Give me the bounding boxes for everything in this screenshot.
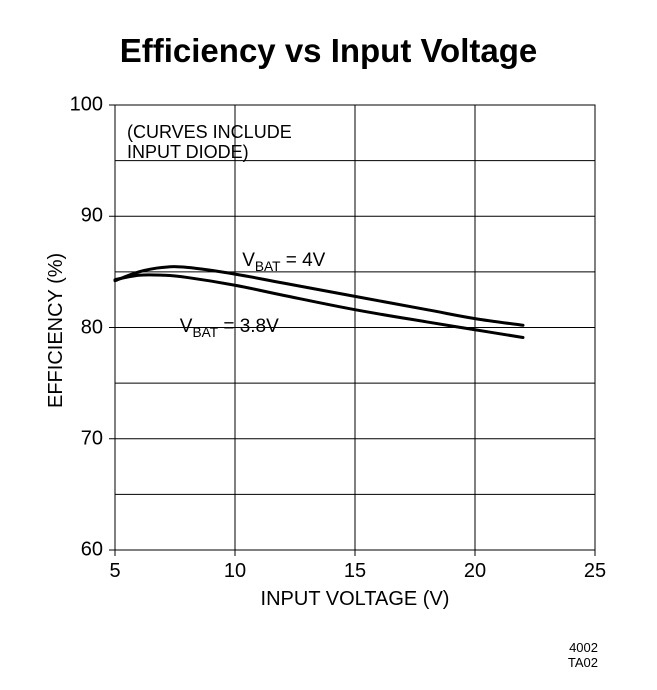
- x-tick-label: 10: [224, 560, 246, 583]
- chart-title: Efficiency vs Input Voltage: [0, 32, 657, 70]
- y-tick-label: 70: [81, 427, 103, 450]
- plot-series: [115, 267, 523, 338]
- series-label-vbat-3p8v: VBAT = 3.8V: [180, 316, 279, 341]
- series-line: [115, 275, 523, 338]
- plot-note: (CURVES INCLUDE INPUT DIODE): [127, 122, 292, 163]
- y-tick-label: 100: [70, 94, 103, 117]
- y-tick-label: 90: [81, 205, 103, 228]
- series-label-vbat-4v: VBAT = 4V: [242, 250, 325, 275]
- x-tick-label: 20: [464, 560, 486, 583]
- figure-code: 4002 TA02: [539, 640, 598, 670]
- x-tick-label: 5: [109, 560, 120, 583]
- y-axis-title: EFFICIENCY (%): [45, 252, 68, 407]
- x-axis-title: INPUT VOLTAGE (V): [261, 588, 450, 611]
- y-tick-label: 80: [81, 316, 103, 339]
- y-tick-label: 60: [81, 539, 103, 562]
- x-tick-label: 25: [584, 560, 606, 583]
- x-tick-label: 15: [344, 560, 366, 583]
